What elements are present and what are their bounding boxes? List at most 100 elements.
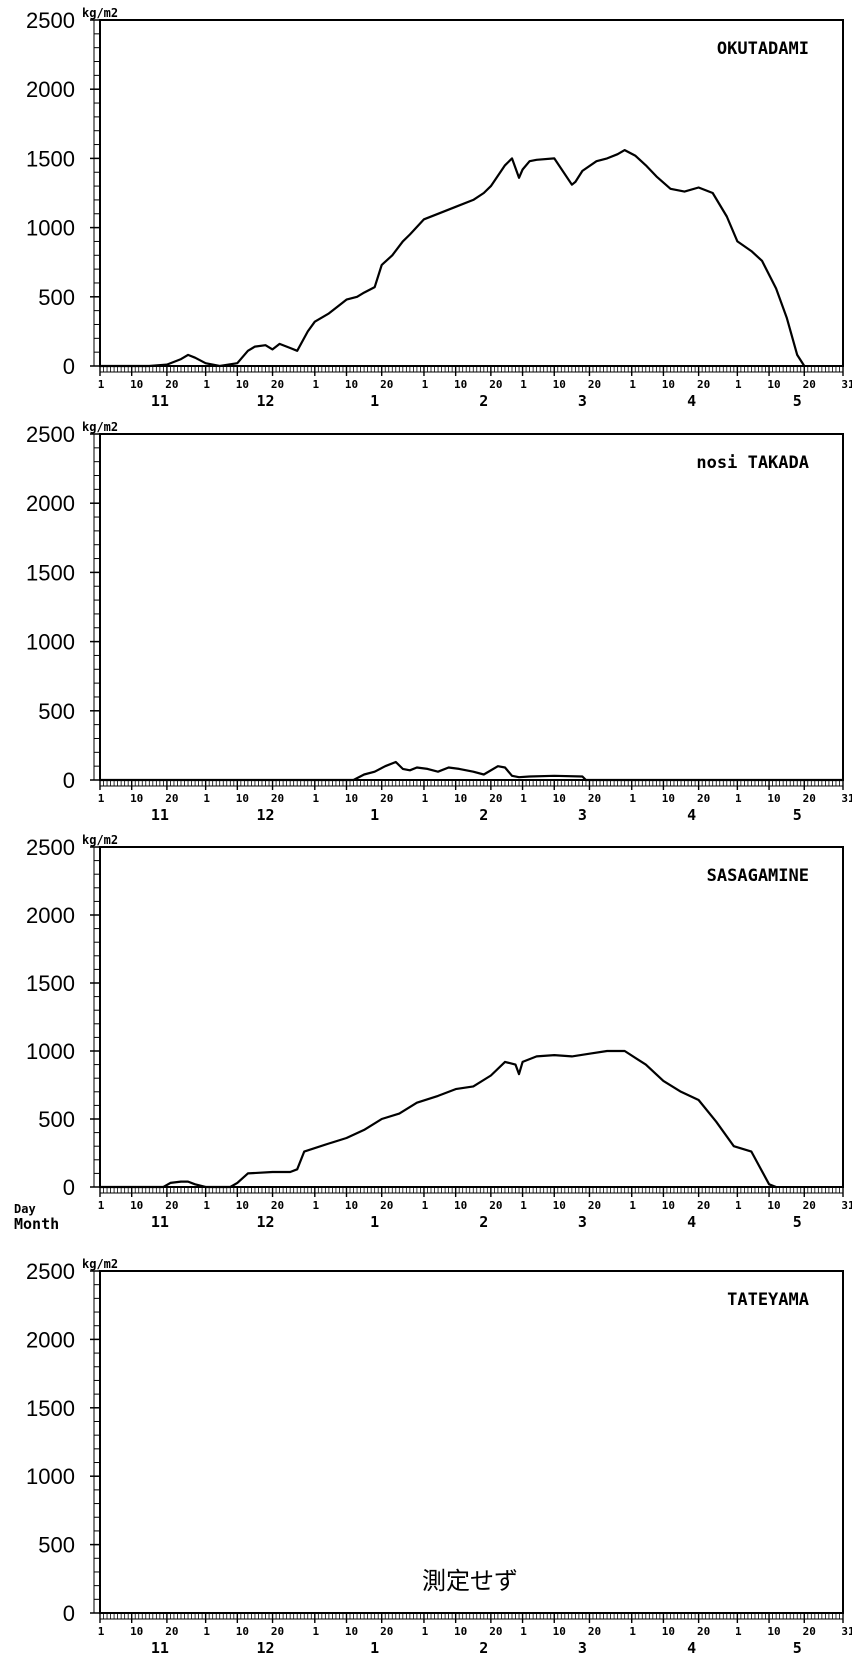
x-day-tick-label: 1 (312, 1625, 319, 1638)
x-month-tick-label: 2 (479, 1213, 488, 1231)
x-day-tick-label: 10 (662, 1199, 675, 1212)
x-day-tick-label: 20 (697, 792, 710, 805)
y-tick-label: 0 (63, 1601, 75, 1626)
x-day-tick-label: 20 (588, 378, 601, 391)
y-unit-label: kg/m2 (82, 6, 118, 20)
x-month-tick-label: 12 (256, 1213, 274, 1231)
x-day-tick-label: 1 (98, 1199, 105, 1212)
x-day-tick-label: 20 (489, 792, 502, 805)
x-day-tick-label: 10 (130, 792, 143, 805)
x-day-tick-label: 20 (489, 378, 502, 391)
x-day-tick-label: 20 (380, 1625, 393, 1638)
x-day-tick-label: 1 (422, 378, 429, 391)
x-day-tick-label: 1 (735, 1199, 742, 1212)
x-day-tick-label: 20 (588, 1625, 601, 1638)
x-day-tick-label: 10 (454, 378, 467, 391)
x-day-tick-label: 20 (803, 1199, 816, 1212)
x-month-tick-label: 5 (793, 806, 802, 824)
x-day-tick-band (99, 366, 844, 373)
x-day-tick-label: 10 (767, 1199, 780, 1212)
x-day-tick-band (99, 1187, 844, 1194)
x-day-tick-label: 10 (236, 792, 249, 805)
y-tick-label: 2500 (26, 422, 75, 447)
x-day-tick-label: 20 (271, 378, 284, 391)
x-day-tick-label: 1 (98, 1625, 105, 1638)
x-day-tick-label: 20 (165, 1625, 178, 1638)
station-title: OKUTADAMI (717, 39, 809, 59)
x-day-tick-label: 1 (203, 792, 210, 805)
x-day-tick-label: 1 (203, 378, 210, 391)
x-day-tick-label: 1 (629, 1625, 636, 1638)
y-tick-label: 1000 (26, 1039, 75, 1064)
y-tick-label: 0 (63, 1175, 75, 1200)
x-month-tick-label: 3 (578, 1213, 587, 1231)
x-month-tick-label: 1 (370, 806, 379, 824)
x-day-tick-label: 1 (203, 1625, 210, 1638)
y-tick-label: 0 (63, 354, 75, 379)
x-day-tick-label: 10 (236, 1625, 249, 1638)
y-tick-label: 500 (38, 1533, 75, 1558)
y-tick-label: 1500 (26, 971, 75, 996)
x-day-tick-label: 20 (588, 1199, 601, 1212)
x-day-tick-label: 20 (380, 1199, 393, 1212)
x-day-tick-label: 10 (130, 378, 143, 391)
x-month-tick-label: 1 (370, 1213, 379, 1231)
x-month-tick-label: 3 (578, 1639, 587, 1657)
x-day-tick-label: 20 (803, 792, 816, 805)
x-day-tick-label: 10 (345, 1625, 358, 1638)
y-tick-label: 0 (63, 768, 75, 793)
x-day-tick-label: 1 (520, 1625, 527, 1638)
not-measured-note: 測定せず (422, 1567, 518, 1595)
x-day-tick-label: 10 (345, 378, 358, 391)
x-month-tick-label: 4 (687, 1639, 696, 1657)
x-day-tick-label: 1 (98, 378, 105, 391)
swe-series-line (100, 760, 843, 782)
x-day-tick-label: 20 (588, 792, 601, 805)
swe-series-line (100, 1049, 777, 1189)
x-day-tick-label: 20 (697, 1625, 710, 1638)
x-day-tick-label: 1 (422, 1625, 429, 1638)
y-unit-label: kg/m2 (82, 420, 118, 434)
y-tick-label: 500 (38, 1107, 75, 1132)
x-month-tick-label: 5 (793, 1639, 802, 1657)
x-day-tick-label: 1 (735, 792, 742, 805)
x-day-tick-label: 10 (767, 1625, 780, 1638)
x-month-tick-label: 11 (151, 806, 169, 824)
x-day-tick-label: 20 (380, 378, 393, 391)
x-month-tick-label: 11 (151, 392, 169, 410)
x-day-tick-label: 1 (422, 792, 429, 805)
x-day-tick-label: 10 (345, 1199, 358, 1212)
x-day-tick-label: 10 (454, 1625, 467, 1638)
x-day-tick-label: 1 (312, 792, 319, 805)
x-day-tick-label: 1 (203, 1199, 210, 1212)
x-day-tick-label: 10 (553, 792, 566, 805)
x-month-tick-label: 4 (687, 392, 696, 410)
x-day-tick-label: 31 (841, 378, 852, 391)
y-tick-label: 2000 (26, 491, 75, 516)
x-day-tick-label: 1 (98, 792, 105, 805)
plot-frame (99, 19, 844, 367)
x-month-tick-label: 5 (793, 392, 802, 410)
x-month-tick-label: 4 (687, 1213, 696, 1231)
x-day-tick-label: 10 (553, 1625, 566, 1638)
x-day-tick-label: 1 (422, 1199, 429, 1212)
x-day-tick-label: 20 (803, 378, 816, 391)
x-day-tick-label: 1 (629, 1199, 636, 1212)
x-day-tick-label: 20 (165, 1199, 178, 1212)
x-day-tick-label: 1 (312, 378, 319, 391)
x-day-tick-label: 10 (236, 1199, 249, 1212)
x-day-axis-name: Day (14, 1202, 36, 1216)
x-day-tick-label: 20 (489, 1199, 502, 1212)
x-day-tick-label: 20 (697, 1199, 710, 1212)
y-tick-label: 1500 (26, 560, 75, 585)
y-tick-label: 2500 (26, 8, 75, 33)
x-day-tick-label: 31 (841, 1625, 852, 1638)
x-day-tick-label: 31 (841, 1199, 852, 1212)
y-tick-label: 1000 (26, 630, 75, 655)
y-tick-label: 2500 (26, 1259, 75, 1284)
x-day-tick-label: 20 (271, 1199, 284, 1212)
